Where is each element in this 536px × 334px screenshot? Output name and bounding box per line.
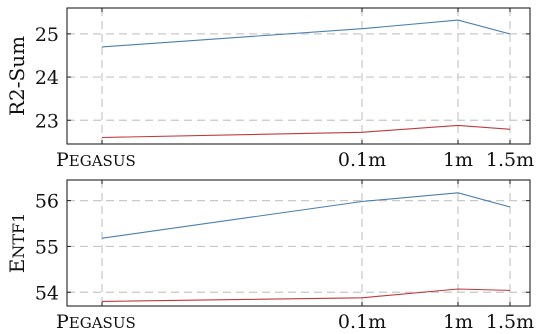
series-line-2: [101, 124, 511, 139]
chart-panel-1: 23 24 25 PEGASUS 0.1m 1m 1.5m R2-Sum: [5, 7, 534, 171]
y-axis-label-rest: NTF1: [9, 213, 28, 259]
x-tick-label: 0.1m: [338, 311, 386, 333]
y-tick-label: 25: [35, 24, 59, 46]
chart-panel-2: 54 55 56 PEGASUS 0.1m 1m 1.5m ENTF1: [5, 179, 534, 333]
plot-frame: [66, 179, 531, 307]
x-tick-label: 1m: [443, 311, 473, 333]
x-tick-label: PEGASUS: [56, 149, 136, 171]
x-tick-label: PEGASUS: [56, 311, 136, 333]
y-tick-label: 54: [35, 282, 59, 304]
y-axis-label: R2-Sum: [5, 36, 29, 116]
x-tick-label: 1.5m: [486, 311, 534, 333]
x-tick-label: 1.5m: [486, 149, 534, 171]
x-tick-label-initial: P: [56, 311, 69, 333]
plot-frame: [66, 7, 531, 145]
y-axis-label-initial: E: [5, 259, 29, 274]
y-tick-label: 24: [35, 67, 59, 89]
x-tick-label-initial: P: [56, 149, 69, 171]
series-line-1: [101, 192, 511, 239]
y-tick-label: 56: [35, 191, 59, 213]
series-line-2: [101, 288, 511, 302]
x-tick-label: 0.1m: [338, 149, 386, 171]
x-tick-label-rest: EGASUS: [69, 314, 136, 332]
y-tick-label: 55: [35, 236, 59, 258]
y-axis-label: ENTF1: [5, 213, 29, 274]
y-tick-label: 23: [35, 110, 59, 132]
x-tick-label: 1m: [443, 149, 473, 171]
x-tick-label-rest: EGASUS: [69, 152, 136, 170]
series-line-1: [101, 19, 511, 48]
